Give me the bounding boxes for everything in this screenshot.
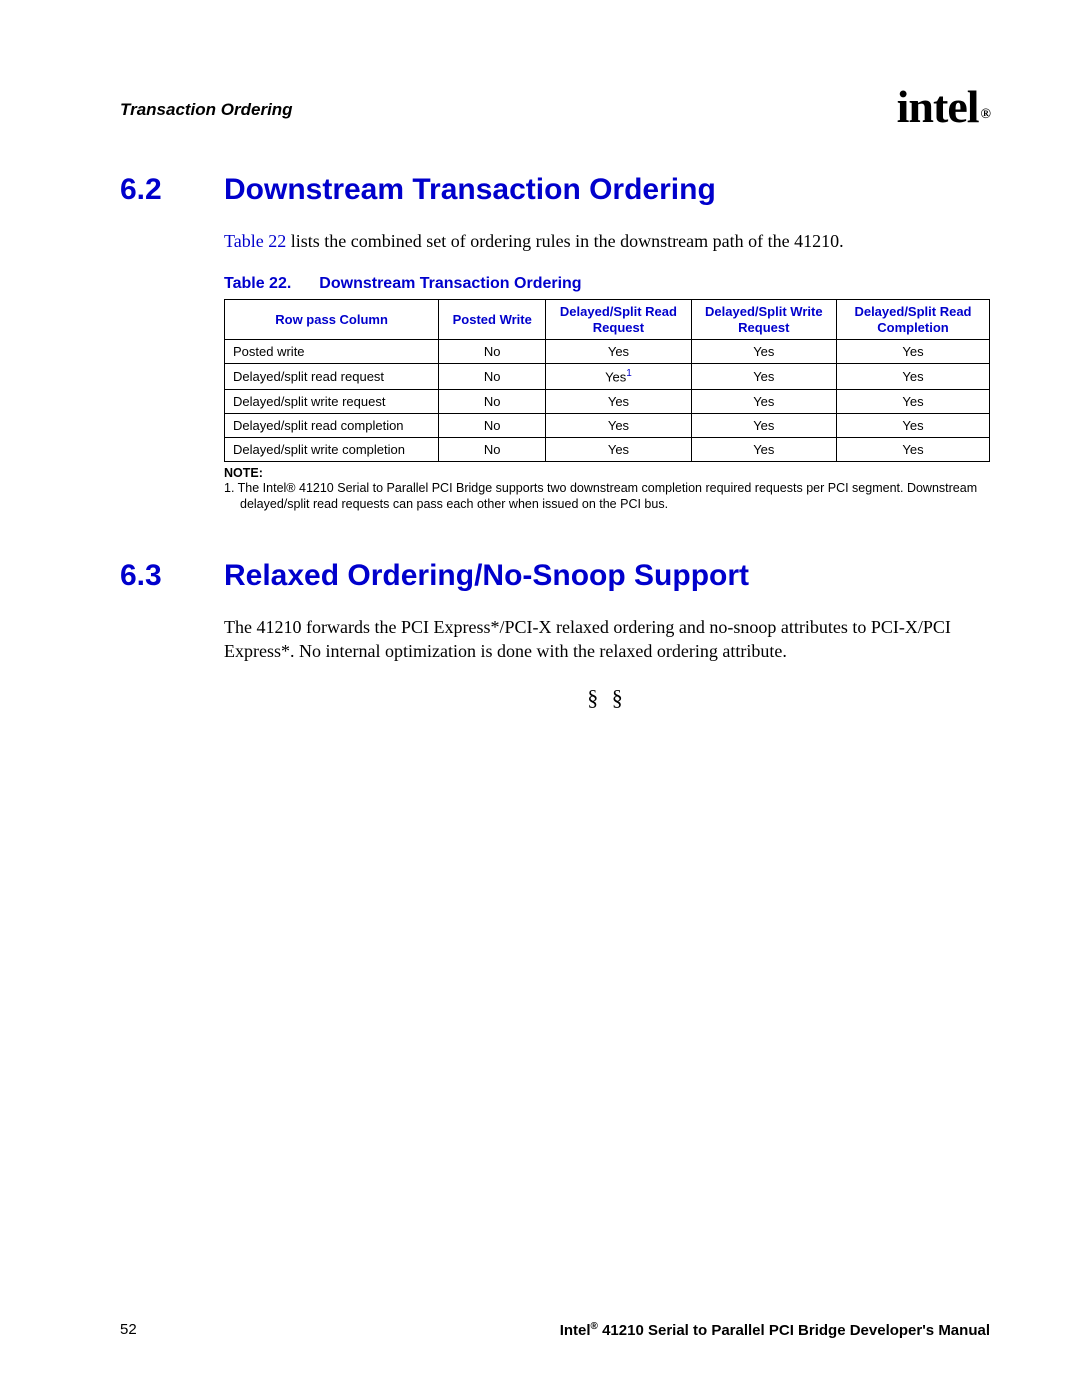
note-label: NOTE: xyxy=(224,466,990,482)
page: Transaction Ordering intel® 6.2 Downstre… xyxy=(0,0,1080,1397)
page-header: Transaction Ordering intel® xyxy=(120,80,990,133)
section-6-3-heading: 6.3 Relaxed Ordering/No-Snoop Support xyxy=(120,559,990,593)
table-22: Row pass Column Posted Write Delayed/Spl… xyxy=(224,299,990,462)
manual-reg: ® xyxy=(591,1321,598,1332)
cell-value: No xyxy=(439,364,546,389)
cell-value: Yes xyxy=(546,437,691,461)
section-title: Downstream Transaction Ordering xyxy=(224,173,716,207)
cell-value: Yes xyxy=(546,340,691,364)
table-22-note: NOTE: 1. The Intel® 41210 Serial to Para… xyxy=(224,466,990,513)
table-22-link[interactable]: Table 22 xyxy=(224,231,286,251)
page-footer: 52 Intel® 41210 Serial to Parallel PCI B… xyxy=(120,1321,990,1339)
table-caption-title: Downstream Transaction Ordering xyxy=(319,275,581,292)
table-row: Delayed/split write completionNoYesYesYe… xyxy=(225,437,990,461)
cell-value: Yes xyxy=(691,340,836,364)
col-header-0: Row pass Column xyxy=(225,300,439,340)
cell-value: No xyxy=(439,389,546,413)
intel-logo-reg: ® xyxy=(979,107,990,122)
manual-post: 41210 Serial to Parallel PCI Bridge Deve… xyxy=(598,1322,990,1339)
col-header-4: Delayed/Split Read Completion xyxy=(836,300,989,340)
intel-logo: intel® xyxy=(897,80,990,133)
manual-title: Intel® 41210 Serial to Parallel PCI Brid… xyxy=(560,1321,990,1339)
intro-text: lists the combined set of ordering rules… xyxy=(286,231,843,251)
cell-value: Yes xyxy=(691,389,836,413)
section-6-3-paragraph: The 41210 forwards the PCI Express*/PCI-… xyxy=(224,615,990,664)
cell-value: Yes xyxy=(691,437,836,461)
col-header-1: Posted Write xyxy=(439,300,546,340)
header-section-label: Transaction Ordering xyxy=(120,100,293,120)
footnote-ref: 1 xyxy=(626,368,632,379)
intel-logo-text: intel xyxy=(897,81,979,132)
cell-value: No xyxy=(439,437,546,461)
intro-paragraph: Table 22 lists the combined set of order… xyxy=(224,229,990,253)
cell-value: Yes1 xyxy=(546,364,691,389)
note-text: 1. The Intel® 41210 Serial to Parallel P… xyxy=(224,481,990,512)
table-header-row: Row pass Column Posted Write Delayed/Spl… xyxy=(225,300,990,340)
section-number: 6.2 xyxy=(120,173,176,207)
cell-value: Yes xyxy=(546,389,691,413)
cell-value: Yes xyxy=(836,340,989,364)
table-row: Delayed/split read completionNoYesYesYes xyxy=(225,413,990,437)
col-header-3: Delayed/Split Write Request xyxy=(691,300,836,340)
row-label: Delayed/split write completion xyxy=(225,437,439,461)
section-6-2-body: Table 22 lists the combined set of order… xyxy=(224,229,990,513)
cell-value: Yes xyxy=(691,413,836,437)
section-6-2-heading: 6.2 Downstream Transaction Ordering xyxy=(120,173,990,207)
cell-value: Yes xyxy=(836,389,989,413)
cell-value: Yes xyxy=(836,413,989,437)
table-caption-label: Table 22. xyxy=(224,275,291,292)
section-6-3-body: The 41210 forwards the PCI Express*/PCI-… xyxy=(224,615,990,712)
table-row: Delayed/split read requestNoYes1YesYes xyxy=(225,364,990,389)
row-label: Delayed/split read completion xyxy=(225,413,439,437)
cell-value: Yes xyxy=(691,364,836,389)
section-end-marker: § § xyxy=(224,685,990,711)
section-title: Relaxed Ordering/No-Snoop Support xyxy=(224,559,749,593)
cell-value: No xyxy=(439,413,546,437)
table-row: Posted writeNoYesYesYes xyxy=(225,340,990,364)
table-row: Delayed/split write requestNoYesYesYes xyxy=(225,389,990,413)
cell-value: Yes xyxy=(546,413,691,437)
manual-pre: Intel xyxy=(560,1322,591,1339)
section-number: 6.3 xyxy=(120,559,176,593)
page-number: 52 xyxy=(120,1321,137,1339)
cell-value: No xyxy=(439,340,546,364)
cell-value: Yes xyxy=(836,364,989,389)
cell-value: Yes xyxy=(836,437,989,461)
table-22-caption: Table 22. Downstream Transaction Ordering xyxy=(224,275,990,293)
row-label: Delayed/split write request xyxy=(225,389,439,413)
col-header-2: Delayed/Split Read Request xyxy=(546,300,691,340)
row-label: Delayed/split read request xyxy=(225,364,439,389)
row-label: Posted write xyxy=(225,340,439,364)
